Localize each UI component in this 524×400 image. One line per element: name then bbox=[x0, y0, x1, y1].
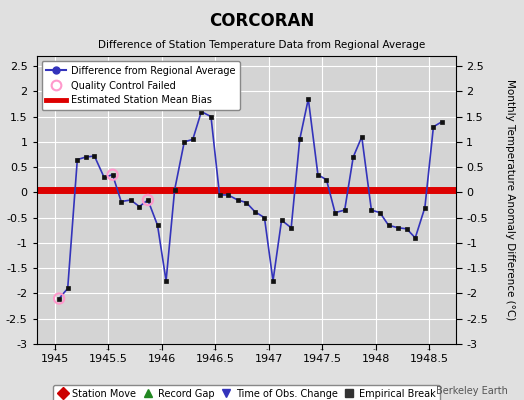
Point bbox=[55, 295, 63, 302]
Text: Berkeley Earth: Berkeley Earth bbox=[436, 386, 508, 396]
Y-axis label: Monthly Temperature Anomaly Difference (°C): Monthly Temperature Anomaly Difference (… bbox=[505, 79, 515, 321]
Point bbox=[144, 197, 152, 203]
Legend: Station Move, Record Gap, Time of Obs. Change, Empirical Break: Station Move, Record Gap, Time of Obs. C… bbox=[53, 385, 440, 400]
Text: CORCORAN: CORCORAN bbox=[210, 12, 314, 30]
Point bbox=[108, 172, 117, 178]
Text: Difference of Station Temperature Data from Regional Average: Difference of Station Temperature Data f… bbox=[99, 40, 425, 50]
